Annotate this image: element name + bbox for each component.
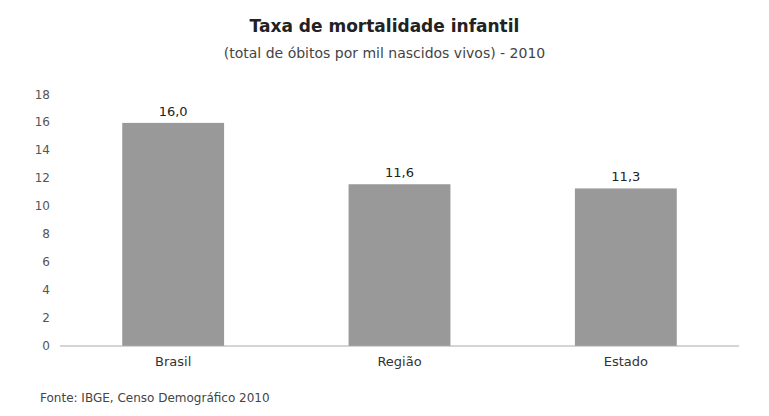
y-tick-label: 12 bbox=[35, 171, 50, 185]
y-tick-label: 10 bbox=[35, 199, 50, 213]
y-tick-label: 4 bbox=[42, 283, 50, 297]
data-labels: 16,0 11,6 11,3 bbox=[159, 104, 641, 185]
y-tick-label: 16 bbox=[35, 115, 50, 129]
subtitle: (total de óbitos por mil nascidos vivos)… bbox=[224, 45, 545, 61]
x-axis-line bbox=[60, 346, 739, 347]
y-tick-label: 0 bbox=[42, 339, 50, 353]
data-label: 11,3 bbox=[611, 169, 640, 184]
background bbox=[0, 0, 769, 416]
data-label: 16,0 bbox=[159, 104, 188, 119]
bars bbox=[122, 123, 677, 346]
bar bbox=[349, 184, 451, 346]
x-axis: Brasil Região Estado bbox=[155, 354, 648, 369]
data-label: 11,6 bbox=[385, 165, 414, 180]
x-tick-label: Região bbox=[377, 354, 421, 369]
bar bbox=[575, 188, 677, 346]
footnote: Fonte: IBGE, Censo Demográfico 2010 bbox=[40, 391, 270, 405]
y-tick-label: 8 bbox=[42, 227, 50, 241]
y-axis: 0 2 4 6 8 10 12 14 16 18 bbox=[35, 88, 50, 353]
chart-container: Taxa de mortalidade infantil (total de ób… bbox=[0, 0, 769, 416]
title: Taxa de mortalidade infantil bbox=[250, 16, 520, 36]
chart: Taxa de mortalidade infantil (total de ób… bbox=[0, 0, 769, 416]
y-tick-label: 14 bbox=[35, 143, 50, 157]
bar bbox=[122, 123, 224, 346]
y-tick-label: 18 bbox=[35, 88, 50, 102]
x-tick-label: Brasil bbox=[155, 354, 191, 369]
y-tick-label: 6 bbox=[42, 255, 50, 269]
x-tick-label: Estado bbox=[604, 354, 648, 369]
y-tick-label: 2 bbox=[42, 311, 50, 325]
